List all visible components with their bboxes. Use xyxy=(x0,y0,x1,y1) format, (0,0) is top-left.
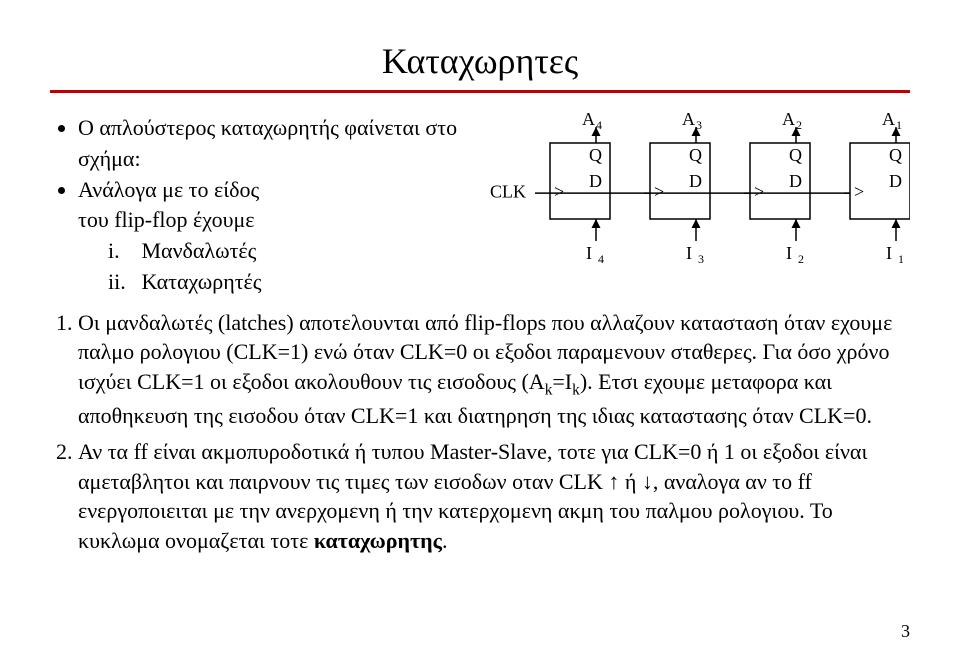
svg-text:>: > xyxy=(554,182,564,202)
svg-text:3: 3 xyxy=(696,118,702,132)
svg-text:I: I xyxy=(886,243,892,263)
title-rule xyxy=(50,90,910,93)
sub-2: ii. Καταχωρητές xyxy=(108,267,480,298)
svg-text:Q: Q xyxy=(789,145,802,165)
item-1: Οι μανδαλωτές (latches) αποτελουνται από… xyxy=(78,308,910,431)
svg-text:2: 2 xyxy=(798,252,804,266)
svg-text:>: > xyxy=(754,182,764,202)
bullet-2: Ανάλογα με το είδος του flip-flop έχουμε… xyxy=(78,175,480,298)
sub-1: i. Μανδαλωτές xyxy=(108,236,480,267)
svg-text:Q: Q xyxy=(589,145,602,165)
svg-text:D: D xyxy=(889,171,902,191)
svg-text:I: I xyxy=(586,243,592,263)
svg-text:A: A xyxy=(682,113,695,129)
page-number: 3 xyxy=(901,621,910,642)
svg-text:A: A xyxy=(782,113,795,129)
svg-text:I: I xyxy=(786,243,792,263)
ff-diagram: CLKQD>A4I4QD>A3I3QD>A2I2QD>A1I1 xyxy=(480,113,910,288)
item-1-k2: k xyxy=(572,382,580,399)
item-2-end: . xyxy=(442,528,448,553)
svg-text:Q: Q xyxy=(889,145,902,165)
svg-text:D: D xyxy=(689,171,702,191)
roman-ii: ii. xyxy=(108,267,136,298)
svg-text:>: > xyxy=(654,182,664,202)
page-title: Καταχωρητες xyxy=(50,40,910,82)
svg-text:D: D xyxy=(789,171,802,191)
item-1-eq: =I xyxy=(552,369,572,394)
item-2: Αν τα ff είναι ακμοπυροδοτικά ή τυπου Ma… xyxy=(78,437,910,556)
svg-text:CLK: CLK xyxy=(490,182,526,202)
bullet-1: Ο απλούστερος καταχωρητής φαίνεται στο σ… xyxy=(78,113,480,175)
svg-text:4: 4 xyxy=(596,118,602,132)
svg-text:I: I xyxy=(686,243,692,263)
svg-text:A: A xyxy=(582,113,595,129)
svg-text:2: 2 xyxy=(796,118,802,132)
item-2a: Αν τα ff είναι ακμοπυροδοτικά ή τυπου Ma… xyxy=(78,439,867,553)
numbered-list: Οι μανδαλωτές (latches) αποτελουνται από… xyxy=(50,308,910,556)
svg-text:4: 4 xyxy=(598,252,604,266)
bullet-2a: Ανάλογα με το είδος xyxy=(78,177,259,202)
top-row: Ο απλούστερος καταχωρητής φαίνεται στο σ… xyxy=(50,113,910,298)
ff-svg: CLKQD>A4I4QD>A3I3QD>A2I2QD>A1I1 xyxy=(480,113,910,283)
svg-text:>: > xyxy=(854,182,864,202)
svg-text:A: A xyxy=(882,113,895,129)
svg-text:Q: Q xyxy=(689,145,702,165)
sub-2-text: Καταχωρητές xyxy=(142,269,262,294)
bullet-block: Ο απλούστερος καταχωρητής φαίνεται στο σ… xyxy=(50,113,480,298)
svg-text:D: D xyxy=(589,171,602,191)
sub-1-text: Μανδαλωτές xyxy=(142,238,257,263)
item-2-bold: καταχωρητης xyxy=(314,528,442,553)
roman-i: i. xyxy=(108,236,136,267)
svg-text:1: 1 xyxy=(898,252,904,266)
svg-text:1: 1 xyxy=(896,118,902,132)
svg-text:3: 3 xyxy=(698,252,704,266)
bullet-2b: του flip-flop έχουμε xyxy=(78,207,255,232)
